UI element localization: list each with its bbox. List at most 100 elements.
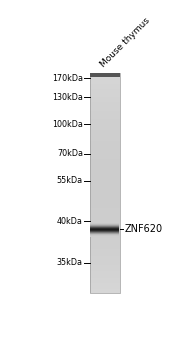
Bar <box>90 245 120 247</box>
Bar <box>90 252 120 254</box>
Bar <box>90 75 120 77</box>
Bar <box>90 146 120 148</box>
Bar <box>90 106 120 108</box>
Bar <box>90 291 120 293</box>
Bar <box>90 130 120 132</box>
Bar <box>90 225 120 227</box>
Bar <box>90 254 120 256</box>
Bar <box>90 73 120 77</box>
Bar <box>90 285 120 287</box>
Bar <box>90 238 120 239</box>
Bar <box>90 91 120 93</box>
Bar <box>90 209 120 210</box>
Bar <box>90 230 120 232</box>
Bar <box>90 183 120 185</box>
Bar <box>90 251 120 252</box>
Bar <box>90 179 120 181</box>
Bar <box>90 97 120 99</box>
Bar <box>90 141 120 142</box>
Bar <box>90 280 120 282</box>
Bar <box>90 155 120 157</box>
Bar <box>90 93 120 95</box>
Text: Mouse thymus: Mouse thymus <box>98 16 151 69</box>
Bar <box>90 174 120 175</box>
Bar <box>90 192 120 194</box>
Bar <box>90 265 120 267</box>
Bar <box>90 164 120 166</box>
Text: 100kDa: 100kDa <box>52 120 83 129</box>
Bar <box>90 188 120 190</box>
Bar <box>90 82 120 84</box>
Bar <box>90 219 120 221</box>
Bar <box>90 157 120 159</box>
Bar <box>90 150 120 152</box>
Bar <box>90 163 120 164</box>
Bar <box>90 273 120 274</box>
Bar <box>90 95 120 97</box>
Bar <box>90 168 120 170</box>
Bar <box>90 258 120 260</box>
Bar <box>90 117 120 119</box>
Bar <box>90 177 120 179</box>
Bar <box>90 142 120 145</box>
Bar <box>90 260 120 261</box>
Bar <box>90 239 120 241</box>
Bar <box>90 216 120 218</box>
Bar <box>90 232 120 234</box>
Bar <box>90 276 120 278</box>
Bar <box>90 73 120 75</box>
Bar <box>90 113 120 115</box>
Bar <box>90 201 120 203</box>
Bar <box>90 161 120 163</box>
Bar <box>90 205 120 206</box>
Bar <box>90 132 120 133</box>
Bar <box>90 137 120 139</box>
Bar <box>90 190 120 192</box>
Bar <box>90 263 120 265</box>
Bar <box>90 133 120 135</box>
Bar <box>90 111 120 113</box>
Bar <box>90 148 120 150</box>
Bar <box>90 185 120 187</box>
Bar <box>90 256 120 258</box>
Bar <box>90 88 120 90</box>
Bar <box>90 271 120 273</box>
Bar <box>90 196 120 197</box>
Bar <box>90 282 120 284</box>
Text: 35kDa: 35kDa <box>57 259 83 267</box>
Bar <box>90 236 120 238</box>
Bar <box>90 128 120 130</box>
Bar <box>90 99 120 100</box>
Bar <box>90 135 120 137</box>
Bar <box>90 274 120 276</box>
Bar <box>90 284 120 285</box>
Bar <box>90 181 120 183</box>
Bar <box>90 122 120 124</box>
Bar <box>90 249 120 251</box>
Bar <box>90 227 120 229</box>
Bar <box>90 90 120 91</box>
Text: 70kDa: 70kDa <box>57 149 83 158</box>
Bar <box>90 110 120 111</box>
Bar <box>90 166 120 168</box>
Bar <box>90 206 120 209</box>
Text: ZNF620: ZNF620 <box>124 224 162 234</box>
Text: 130kDa: 130kDa <box>52 93 83 102</box>
Bar <box>90 77 120 78</box>
Bar <box>90 234 120 236</box>
Bar <box>90 267 120 269</box>
Text: 170kDa: 170kDa <box>52 74 83 83</box>
Bar <box>90 170 120 172</box>
Bar <box>90 154 120 155</box>
Bar <box>90 203 120 205</box>
Bar <box>90 115 120 117</box>
Bar <box>90 86 120 88</box>
Bar <box>90 80 120 82</box>
Bar <box>90 287 120 289</box>
Bar <box>90 175 120 177</box>
Bar <box>90 243 120 245</box>
Bar <box>90 139 120 141</box>
Bar <box>90 199 120 201</box>
Bar <box>90 210 120 212</box>
Bar <box>90 229 120 230</box>
